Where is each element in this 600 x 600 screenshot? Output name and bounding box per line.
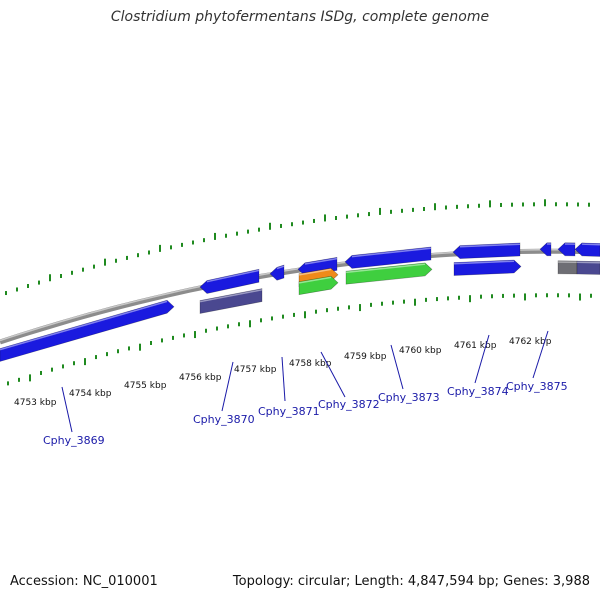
gene-shine (351, 247, 432, 258)
gene-label[interactable]: Cphy_3875 (506, 380, 568, 393)
gene-shine (199, 289, 263, 303)
scale-labels: 4753 kbp 4754 kbp 4755 kbp 4756 kbp 4757 kbp… (14, 337, 552, 408)
scale-label: 4759 kbp (344, 352, 387, 362)
gene-arrow (576, 260, 600, 275)
gene-shine (576, 261, 600, 264)
gene-label[interactable]: Cphy_3872 (318, 398, 380, 411)
gene-leader-line (61, 386, 73, 433)
gene-shine (298, 268, 332, 276)
gene-shine (581, 243, 600, 246)
gene-leader-line (320, 351, 346, 398)
gene-shine (345, 263, 426, 274)
gene-leader-line (281, 356, 286, 402)
gene-arrow (199, 288, 263, 314)
gene-arrow (539, 242, 552, 257)
gene-arrow (452, 242, 521, 259)
inner-ticks (7, 293, 592, 386)
gene-label[interactable]: Cphy_3869 (43, 434, 105, 447)
gene-label[interactable]: Cphy_3874 (447, 385, 509, 398)
scale-label: 4756 kbp (179, 373, 222, 383)
scale-label: 4758 kbp (289, 359, 332, 369)
gene-leader-line (474, 334, 490, 384)
scale-label: 4762 kbp (509, 337, 552, 347)
gene-labels: Cphy_3869Cphy_3870Cphy_3871Cphy_3872Cphy… (43, 330, 568, 447)
scale-label: 4757 kbp (234, 365, 277, 375)
gene-arrow (199, 268, 260, 294)
gene-track (0, 242, 600, 362)
gene-arrow (344, 246, 432, 269)
gene-arrow (453, 259, 522, 276)
accession-text: Accession: NC_010001 (10, 574, 158, 589)
gene-label[interactable]: Cphy_3873 (378, 391, 440, 404)
gene-shine (459, 243, 521, 248)
map-title: Clostridium phytofermentans ISDg, comple… (110, 9, 490, 25)
gene-leader-line (532, 330, 549, 379)
gene-arrow (574, 242, 600, 257)
gene-shine (453, 260, 515, 265)
gene-leader-line (390, 344, 404, 390)
gene-arrow (269, 264, 285, 281)
gene-arrow (345, 262, 433, 285)
scale-label: 4755 kbp (124, 381, 167, 391)
gene-leader-line (221, 361, 234, 412)
gene-arrow (0, 299, 175, 362)
gene-shine (298, 276, 332, 284)
gene-label[interactable]: Cphy_3871 (258, 405, 320, 418)
scale-label: 4761 kbp (454, 341, 497, 351)
outer-ticks (5, 199, 590, 296)
topology-text: Topology: circular; Length: 4,847,594 bp… (232, 574, 590, 589)
gene-shine (304, 257, 338, 265)
scale-label: 4753 kbp (14, 398, 57, 408)
gene-shine (206, 269, 260, 283)
gene-shine (0, 300, 168, 351)
gene-shine (276, 265, 285, 270)
scale-label: 4760 kbp (399, 346, 442, 356)
gene-arrow (298, 275, 339, 296)
gene-label[interactable]: Cphy_3870 (193, 413, 255, 426)
scale-label: 4754 kbp (69, 389, 112, 399)
